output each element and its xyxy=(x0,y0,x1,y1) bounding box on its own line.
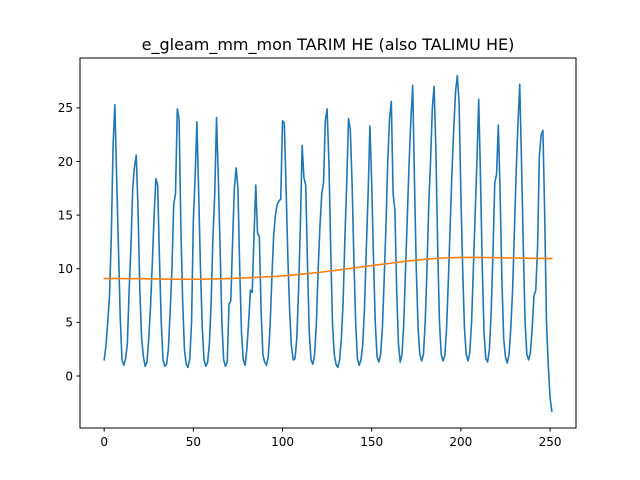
x-tick-label: 150 xyxy=(360,435,383,449)
y-tick-label: 10 xyxy=(58,262,73,276)
x-axis: 0 50 100 150 200 250 xyxy=(100,428,562,449)
y-tick-label: 20 xyxy=(58,155,73,169)
x-tick-label: 50 xyxy=(186,435,201,449)
y-tick-label: 0 xyxy=(65,369,73,383)
y-tick-label: 15 xyxy=(58,208,73,222)
x-tick-label: 200 xyxy=(449,435,472,449)
plot-area xyxy=(103,74,553,413)
y-tick-label: 5 xyxy=(65,316,73,330)
axes-frame xyxy=(79,57,577,429)
series-line-2 xyxy=(103,256,553,281)
series-line-1 xyxy=(103,74,553,413)
chart-title: e_gleam_mm_mon TARIM HE (also TALIMU HE) xyxy=(142,35,515,55)
y-tick-label: 25 xyxy=(58,101,73,115)
y-axis: 0 5 10 15 20 25 xyxy=(58,101,80,383)
x-tick-label: 0 xyxy=(100,435,108,449)
x-tick-label: 100 xyxy=(271,435,294,449)
x-tick-label: 250 xyxy=(539,435,562,449)
